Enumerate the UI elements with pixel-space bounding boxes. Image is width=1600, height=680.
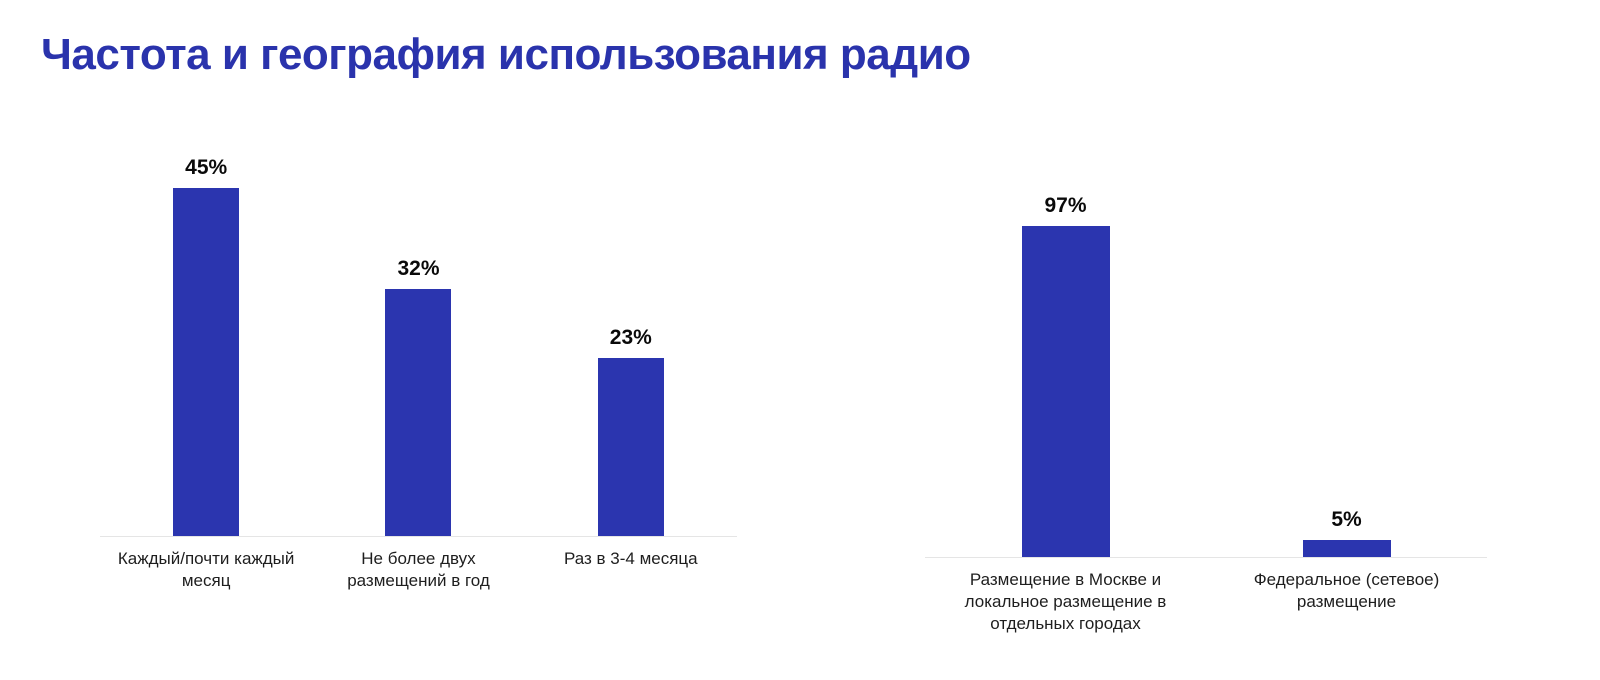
bar: [173, 188, 240, 536]
bar-value-label: 97%: [1044, 194, 1087, 217]
bar-column: 5%: [1206, 508, 1487, 557]
bar-column: 32%: [312, 257, 524, 536]
category-label: Раз в 3-4 месяца: [563, 549, 698, 568]
category-label: Федеральное (сетевое) размещение: [1253, 570, 1440, 611]
geography-chart: 97% 5% Размещение в Москве и локальное р…: [925, 194, 1487, 635]
bar: [597, 358, 664, 536]
bar-column: 23%: [525, 326, 737, 536]
geography-chart-plot-area: 97% 5%: [925, 194, 1487, 558]
frequency-chart-plot-area: 45% 32% 23%: [100, 140, 737, 537]
category-label: Размещение в Москве и локальное размещен…: [964, 570, 1167, 633]
bar: [1021, 226, 1110, 557]
bar-value-label: 45%: [185, 156, 228, 179]
bar: [385, 289, 452, 536]
bar: [1302, 540, 1391, 557]
frequency-chart-category-axis: Каждый/почти каждый месяц Не более двух …: [100, 537, 737, 592]
bar-value-label: 5%: [1331, 508, 1362, 531]
category-label: Не более двух размещений в год: [347, 549, 490, 590]
bar-column: 45%: [100, 156, 312, 536]
bar-value-label: 32%: [397, 257, 440, 280]
bar-column: 97%: [925, 194, 1206, 557]
bar-value-label: 23%: [609, 326, 652, 349]
category-label: Каждый/почти каждый месяц: [117, 549, 295, 590]
frequency-chart: 45% 32% 23% Каждый/почти каждый месяц Не…: [100, 140, 737, 592]
page-title: Частота и география использования радио: [41, 30, 971, 79]
geography-chart-category-axis: Размещение в Москве и локальное размещен…: [925, 558, 1487, 635]
